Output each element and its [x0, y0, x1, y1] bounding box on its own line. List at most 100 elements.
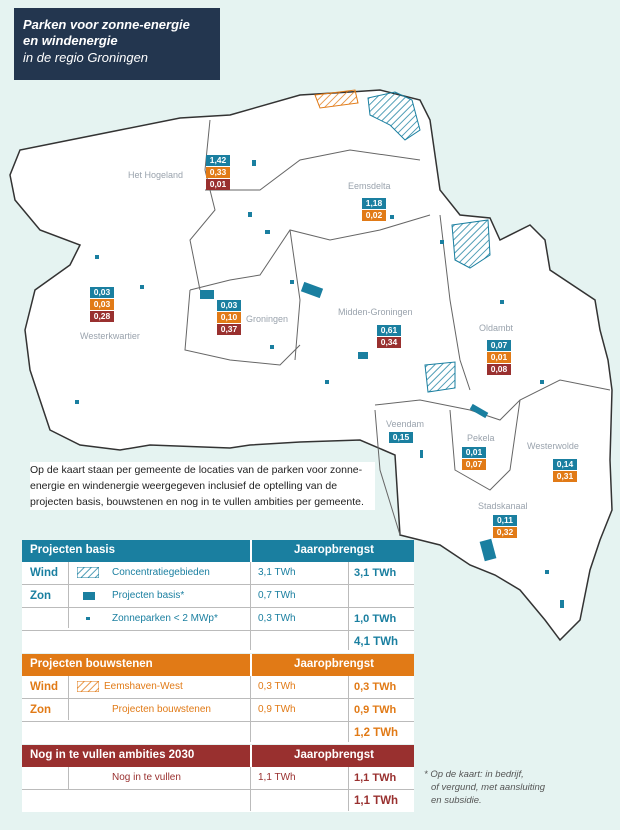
- title-line-2: en windenergie: [23, 33, 118, 48]
- hatch-blue-icon: [77, 567, 99, 578]
- value-basis: 1,42: [206, 155, 230, 166]
- table-row: Wind Eemshaven-West 0,3 TWh 0,3 TWh: [22, 676, 414, 699]
- table-basis-header: Projecten basis Jaaropbrengst: [22, 540, 414, 562]
- stack-oldambt: 0,07 0,01 0,08: [487, 340, 511, 376]
- stack-het-hogeland: 1,42 0,33 0,01: [206, 155, 230, 191]
- small-solar-icon: [86, 617, 90, 620]
- title-line-1: Parken voor zonne-energie: [23, 17, 190, 32]
- value-basis: 0,14: [553, 459, 577, 470]
- header-divider: [250, 654, 252, 676]
- title-line-3: in de regio Groningen: [23, 50, 149, 65]
- table-bouw-col: Jaaropbrengst: [294, 658, 374, 670]
- muni-label-westerwolde: Westerwolde: [527, 441, 579, 451]
- table-ambitie-title: Nog in te vullen ambities 2030: [30, 749, 195, 761]
- row-value: 0,3 TWh: [258, 681, 296, 692]
- row-value: 1,1 TWh: [258, 772, 296, 783]
- row-sum: 0,9 TWh: [354, 704, 397, 716]
- value-basis: 0,03: [90, 287, 114, 298]
- table-bouw-header: Projecten bouwstenen Jaaropbrengst: [22, 654, 414, 676]
- value-basis: 0,01: [462, 447, 486, 458]
- value-bouw: 0,03: [90, 299, 114, 310]
- row-item: Eemshaven-West: [104, 681, 183, 692]
- value-ambitie: 0,08: [487, 364, 511, 375]
- value-basis: 0,11: [493, 515, 517, 526]
- value-basis: 0,15: [389, 432, 413, 443]
- stack-veendam: 0,15: [389, 432, 413, 444]
- table-basis-title: Projecten basis: [30, 544, 116, 556]
- row-item: Nog in te vullen: [112, 772, 181, 783]
- table-bouw: Projecten bouwstenen Jaaropbrengst Wind …: [22, 654, 414, 744]
- table-row: Wind Concentratiegebieden 3,1 TWh 3,1 TW…: [22, 562, 414, 585]
- value-bouw: 0,31: [553, 471, 577, 482]
- row-item: Concentratiegebieden: [112, 567, 210, 578]
- wind-area-eemshaven: [367, 91, 421, 141]
- table-ambitie-header: Nog in te vullen ambities 2030 Jaaropbre…: [22, 745, 414, 767]
- footnote-line-3: en subsidie.: [431, 795, 482, 806]
- row-value: 3,1 TWh: [258, 567, 296, 578]
- header-divider: [250, 540, 252, 562]
- table-basis-col: Jaaropbrengst: [294, 544, 374, 556]
- value-bouw: 0,32: [493, 527, 517, 538]
- hatch-orange-icon: [77, 681, 99, 692]
- value-ambitie: 0,01: [206, 179, 230, 190]
- stack-westerkwartier: 0,03 0,03 0,28: [90, 287, 114, 323]
- total-value: 4,1 TWh: [354, 636, 399, 648]
- row-sum: 1,1 TWh: [354, 772, 397, 784]
- muni-label-veendam: Veendam: [386, 419, 425, 429]
- intro-text: Op de kaart staan per gemeente de locati…: [30, 462, 375, 510]
- total-value: 1,1 TWh: [354, 795, 399, 807]
- table-row: Zon Projecten bouwstenen 0,9 TWh 0,9 TWh: [22, 699, 414, 722]
- value-basis: 1,18: [362, 198, 386, 209]
- row-category: Wind: [30, 567, 58, 579]
- title-box: Parken voor zonne-energie en windenergie…: [14, 8, 220, 80]
- value-ambitie: 0,28: [90, 311, 114, 322]
- row-sum: 3,1 TWh: [354, 567, 397, 579]
- row-value: 0,3 TWh: [258, 613, 296, 624]
- value-bouw: 0,07: [462, 459, 486, 470]
- footnote-line-1: * Op de kaart: in bedrijf,: [424, 769, 524, 780]
- total-value: 1,2 TWh: [354, 727, 399, 739]
- value-basis: 0,07: [487, 340, 511, 351]
- value-ambitie: 0,37: [217, 324, 241, 335]
- muni-label-oldambt: Oldambt: [479, 323, 514, 333]
- table-total: 1,1 TWh: [22, 790, 414, 812]
- muni-label-eemsdelta: Eemsdelta: [348, 181, 391, 191]
- table-ambitie: Nog in te vullen ambities 2030 Jaaropbre…: [22, 745, 414, 812]
- muni-label-groningen: Groningen: [246, 314, 289, 324]
- header-divider: [250, 745, 252, 767]
- muni-label-midden-groningen: Midden-Groningen: [338, 307, 413, 317]
- table-row: Nog in te vullen 1,1 TWh 1,1 TWh: [22, 767, 414, 790]
- table-row: Zon Projecten basis* 0,7 TWh: [22, 585, 414, 608]
- table-ambitie-col: Jaaropbrengst: [294, 749, 374, 761]
- muni-label-pekela: Pekela: [467, 433, 495, 443]
- muni-label-westerkwartier: Westerkwartier: [80, 331, 140, 341]
- footnote-line-2: of vergund, met aansluiting: [431, 782, 546, 793]
- row-value: 0,9 TWh: [258, 704, 296, 715]
- wind-area-midden: [424, 361, 456, 393]
- wind-area-delfzijl: [451, 219, 491, 269]
- row-item: Zonneparken < 2 MWp*: [112, 613, 218, 624]
- footnote: * Op de kaart: in bedrijf, of vergund, m…: [424, 768, 545, 807]
- muni-label-stadskanaal: Stadskanaal: [478, 501, 528, 511]
- stack-groningen: 0,03 0,10 0,37: [217, 300, 241, 336]
- row-category: Zon: [30, 704, 52, 716]
- stack-eemsdelta: 1,18 0,02: [362, 198, 386, 222]
- row-sum: 0,3 TWh: [354, 681, 397, 693]
- value-ambitie: 0,34: [377, 337, 401, 348]
- table-total: 4,1 TWh: [22, 631, 414, 653]
- row-category: Zon: [30, 590, 52, 602]
- row-item: Projecten bouwstenen: [112, 704, 211, 715]
- stack-stadskanaal: 0,11 0,32: [493, 515, 517, 539]
- stack-midden-groningen: 0,61 0,34: [377, 325, 401, 349]
- value-bouw: 0,01: [487, 352, 511, 363]
- table-bouw-title: Projecten bouwstenen: [30, 658, 153, 670]
- stack-pekela: 0,01 0,07: [462, 447, 486, 471]
- value-bouw: 0,02: [362, 210, 386, 221]
- table-total: 1,2 TWh: [22, 722, 414, 744]
- row-category: Wind: [30, 681, 58, 693]
- value-basis: 0,61: [377, 325, 401, 336]
- row-sum: 1,0 TWh: [354, 613, 397, 625]
- stack-westerwolde: 0,14 0,31: [553, 459, 577, 483]
- muni-label-het-hogeland: Het Hogeland: [128, 170, 184, 180]
